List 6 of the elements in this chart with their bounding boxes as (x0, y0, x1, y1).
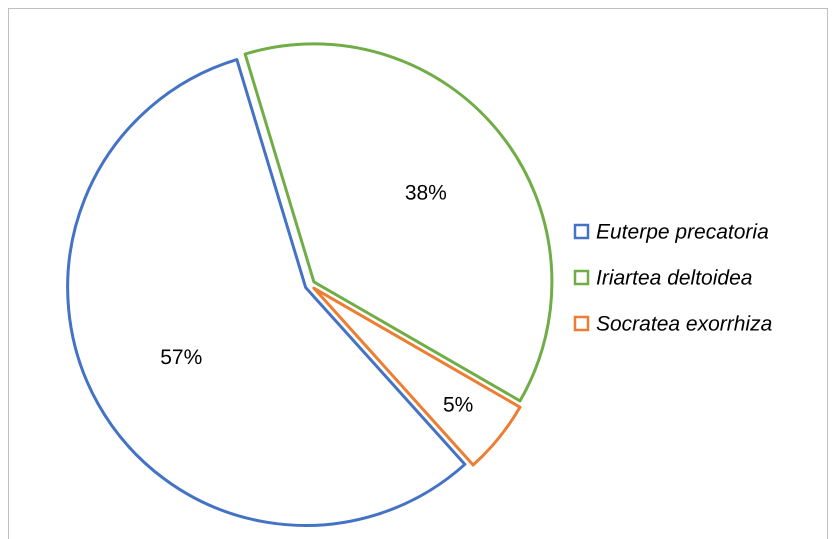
data-label: 5% (442, 393, 474, 416)
legend-label: Euterpe precatoria (596, 220, 769, 244)
legend-label: Iriartea deltoidea (596, 266, 752, 290)
legend-label: Socratea exorrhiza (596, 312, 772, 336)
data-label: 38% (404, 182, 447, 205)
data-label: 57% (160, 346, 202, 370)
